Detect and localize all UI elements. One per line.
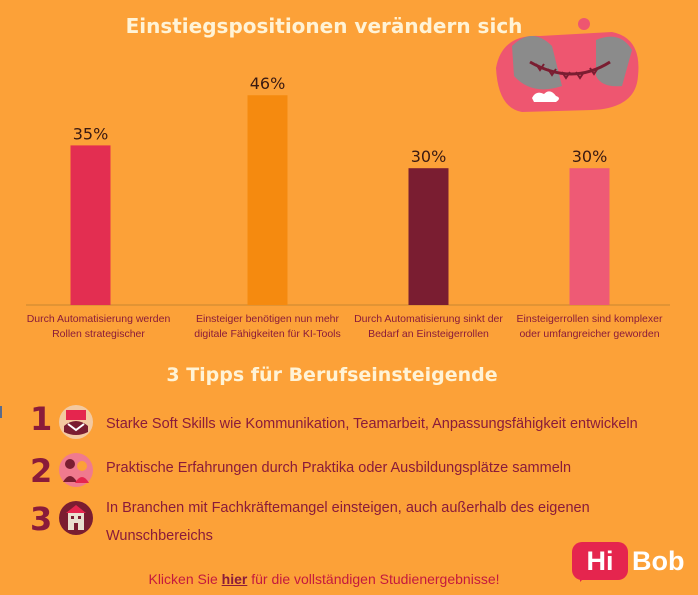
tip-text-3: In Branchen mit Fachkräftemangel einstei… <box>106 500 590 544</box>
logo-hi: Hi <box>572 542 628 580</box>
category-label-4: Einsteigerrollen sind komplexer oder umfa… <box>510 312 670 342</box>
footer: Klicken Sie hier für die vollständigen S… <box>0 571 648 587</box>
tip-text-2: Praktische Erfahrungen durch Praktika od… <box>106 460 572 476</box>
logo-bob: Bob <box>632 546 685 576</box>
bar-1 <box>70 145 111 305</box>
tip-number-3: 3 <box>30 500 53 538</box>
category-label-line: Rollen strategischer <box>52 328 145 340</box>
category-label-line: Einsteiger benötigen nun mehr <box>195 313 339 325</box>
footer-suffix: für die vollständigen Studienergebnisse! <box>247 571 500 587</box>
category-label-line: Durch Automatisierung sinkt der <box>354 313 503 325</box>
bar-value-label-4: 30% <box>572 147 608 166</box>
tips-title: 3 Tipps für Berufseinsteigende <box>166 364 498 386</box>
chart-title: Einstiegspositionen verändern sich <box>125 14 523 38</box>
people-icon <box>59 453 93 487</box>
bar-chart: 35% 46% 30% 30% <box>26 74 670 306</box>
footer-prefix: Klicken Sie <box>148 571 222 587</box>
tip-text-1: Starke Soft Skills wie Kommunikation, Te… <box>106 416 638 432</box>
bar-2 <box>247 95 288 306</box>
building-icon <box>59 501 93 535</box>
category-label-2: Einsteiger benötigen nun mehr digitale Fä… <box>188 312 348 342</box>
category-label-line: Bedarf an Einsteigerrollen <box>368 328 489 340</box>
logo-speech-tail <box>580 572 590 582</box>
category-label-line: Durch Automatisierung werden <box>26 313 171 325</box>
knitted-hat-illustration <box>496 18 639 112</box>
category-label-line: Einsteigerrollen sind komplexer <box>516 313 663 325</box>
bar-value-label-2: 46% <box>250 74 286 93</box>
bar-4 <box>569 168 610 305</box>
category-label-1: Durch Automatisierung werden Rollen strat… <box>19 312 179 342</box>
left-edge-mark <box>0 406 2 418</box>
tip-number-1: 1 <box>30 400 53 438</box>
category-label-line: oder umfangreicher geworden <box>519 328 660 340</box>
bar-value-label-3: 30% <box>411 147 447 166</box>
hibob-logo[interactable]: Hi Bob <box>572 542 684 584</box>
bar-3 <box>408 168 449 305</box>
study-results-link[interactable]: hier <box>221 571 248 587</box>
category-label-line: digitale Fähigkeiten für KI-Tools <box>194 328 341 340</box>
handshake-icon <box>59 405 93 439</box>
bar-value-label-1: 35% <box>73 124 109 143</box>
category-label-3: Durch Automatisierung sinkt der Bedarf an… <box>349 312 509 342</box>
tip-number-2: 2 <box>30 452 53 490</box>
